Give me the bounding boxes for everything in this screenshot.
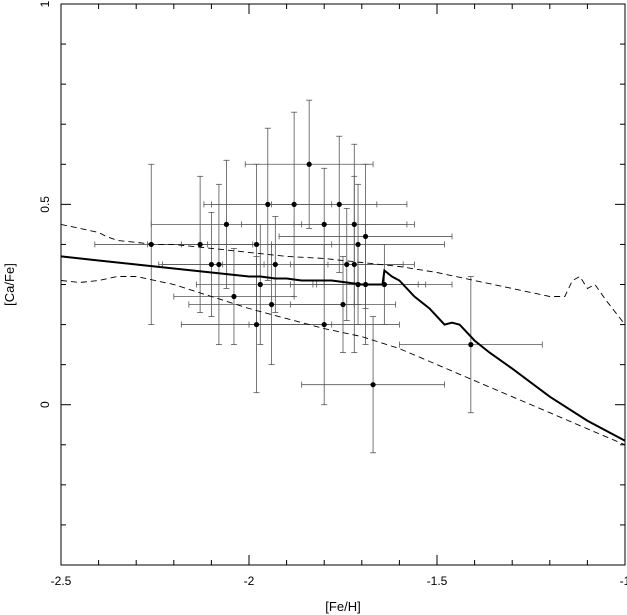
y-tick-label: 1 bbox=[38, 0, 52, 7]
model-curve-dashed bbox=[60, 223, 626, 325]
data-point bbox=[253, 321, 260, 328]
lines-layer bbox=[60, 223, 626, 446]
data-point bbox=[321, 221, 327, 227]
ticklabels-layer: -2.5 -2 -1.5 -1 0 0.5 1 bbox=[38, 0, 627, 588]
y-axis-label: [Ca/Fe] bbox=[2, 263, 17, 306]
x-tick-label: -2 bbox=[244, 574, 255, 588]
data-point bbox=[223, 221, 230, 227]
data-point bbox=[306, 161, 312, 167]
data-point bbox=[468, 342, 474, 348]
model-curve-dashed bbox=[60, 276, 626, 446]
data-point bbox=[336, 201, 342, 207]
data-point bbox=[362, 281, 369, 288]
data-point bbox=[257, 281, 263, 288]
data-point bbox=[340, 301, 346, 308]
data-point bbox=[344, 261, 350, 268]
data-point bbox=[208, 261, 214, 268]
data-point bbox=[197, 241, 203, 248]
points-layer bbox=[148, 161, 474, 388]
data-point bbox=[351, 221, 357, 227]
data-point bbox=[355, 241, 361, 248]
data-point bbox=[355, 281, 361, 288]
data-point bbox=[321, 321, 327, 328]
data-point bbox=[381, 281, 387, 288]
ticks-layer bbox=[60, 3, 626, 566]
data-point bbox=[362, 233, 369, 240]
y-tick-label: 0 bbox=[38, 401, 52, 408]
data-point bbox=[291, 201, 297, 207]
x-axis-label: [Fe/H] bbox=[325, 599, 360, 614]
data-point bbox=[268, 301, 275, 308]
y-tick-label: 0.5 bbox=[38, 196, 52, 213]
data-point bbox=[148, 241, 154, 248]
model-curve-solid bbox=[60, 255, 626, 442]
data-point bbox=[231, 293, 237, 300]
data-point bbox=[216, 261, 222, 268]
data-point bbox=[272, 261, 278, 268]
x-tick-label: -1 bbox=[620, 574, 627, 588]
data-point bbox=[253, 241, 260, 248]
data-point bbox=[370, 382, 376, 388]
data-point bbox=[351, 261, 357, 268]
x-tick-label: -2.5 bbox=[51, 574, 72, 588]
data-point bbox=[265, 201, 271, 207]
x-tick-label: -1.5 bbox=[427, 574, 448, 588]
